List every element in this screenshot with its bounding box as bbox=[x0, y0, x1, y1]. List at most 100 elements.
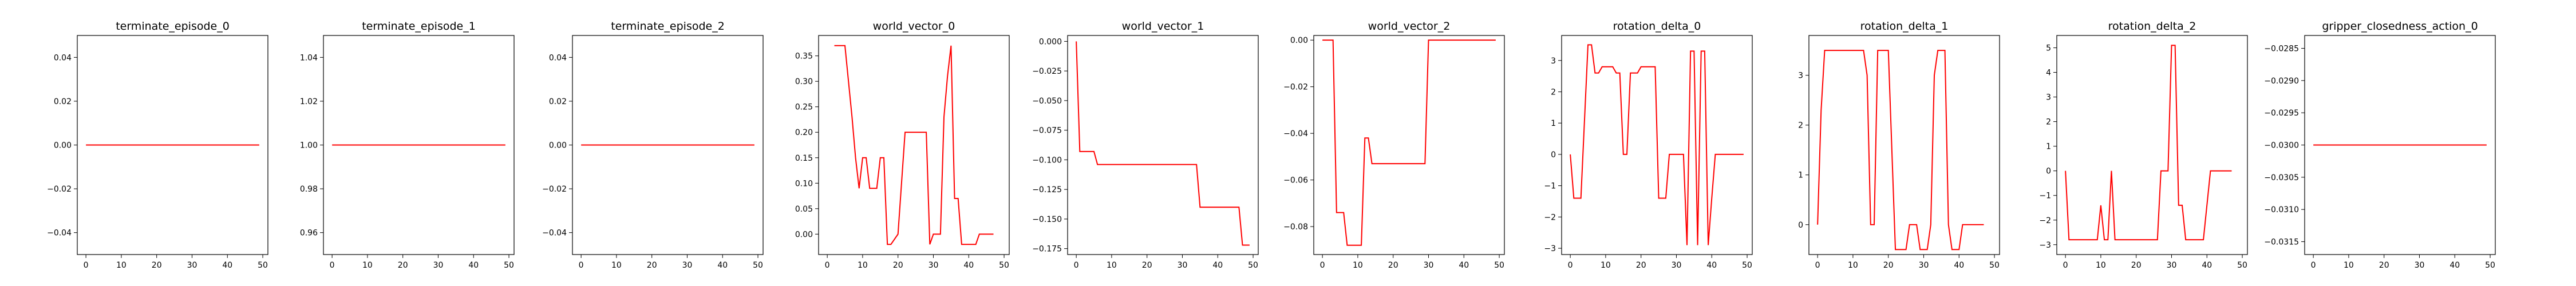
subplot-title: gripper_closedness_action_0 bbox=[2322, 20, 2478, 33]
axes-frame bbox=[1808, 35, 2000, 255]
y-tick-label: 1.04 bbox=[300, 53, 318, 62]
series-line bbox=[1817, 50, 1984, 251]
y-tick-label: 1.02 bbox=[300, 97, 318, 106]
subplot-title: rotation_delta_1 bbox=[1860, 20, 1949, 33]
series-line bbox=[1570, 44, 1744, 245]
y-tick-label: 0.00 bbox=[795, 230, 813, 239]
x-tick-label: 20 bbox=[893, 261, 903, 270]
y-tick-label: −0.0300 bbox=[2264, 141, 2299, 150]
x-tick-label: 0 bbox=[1815, 261, 1820, 270]
x-tick-label: 30 bbox=[2415, 261, 2425, 270]
subplot-title: world_vector_1 bbox=[1122, 20, 1204, 33]
x-tick-label: 20 bbox=[647, 261, 657, 270]
subplot-4: world_vector_1 0 10 20 30 40 50 −0.175 −0.150 −0.… bbox=[1032, 20, 1259, 270]
y-tick-label: −2 bbox=[2039, 216, 2051, 225]
y-tick-label: 3 bbox=[2046, 93, 2051, 102]
y-tick-label: 0.02 bbox=[549, 97, 567, 106]
x-tick-label: 0 bbox=[84, 261, 89, 270]
y-tick-label: 0.02 bbox=[54, 97, 72, 106]
subplot-title: rotation_delta_2 bbox=[2108, 20, 2196, 33]
subplot-title: world_vector_2 bbox=[1368, 20, 1451, 33]
y-tick-label: −0.02 bbox=[1283, 83, 1308, 92]
y-tick-label: 0.000 bbox=[1039, 37, 1062, 46]
x-tick-label: 0 bbox=[2311, 261, 2316, 270]
y-tick-label: 0.04 bbox=[54, 53, 72, 62]
y-tick-label: 2 bbox=[1551, 88, 1556, 97]
axes-frame bbox=[1067, 35, 1259, 255]
x-tick-label: 20 bbox=[2131, 261, 2142, 270]
x-tick-label: 10 bbox=[1848, 261, 1858, 270]
y-tick-label: 0.35 bbox=[795, 52, 813, 61]
subplot-title: terminate_episode_2 bbox=[611, 20, 725, 33]
subplot-1: terminate_episode_1 0 10 20 30 40 50 0.96 0.98 1.… bbox=[300, 20, 515, 270]
x-tick-label: 0 bbox=[1074, 261, 1079, 270]
subplot-title: rotation_delta_0 bbox=[1613, 20, 1701, 33]
x-tick-label: 10 bbox=[1107, 261, 1117, 270]
x-tick-label: 30 bbox=[1919, 261, 1929, 270]
x-tick-label: 40 bbox=[2202, 261, 2212, 270]
y-tick-label: 3 bbox=[1551, 57, 1556, 66]
y-tick-label: −0.150 bbox=[1032, 215, 1062, 224]
x-tick-label: 40 bbox=[222, 261, 232, 270]
x-tick-label: 30 bbox=[187, 261, 197, 270]
y-tick-label: 0.00 bbox=[54, 141, 72, 150]
x-tick-label: 20 bbox=[2379, 261, 2389, 270]
y-tick-label: −0.02 bbox=[47, 185, 72, 194]
y-tick-label: −0.04 bbox=[47, 229, 72, 238]
x-tick-label: 50 bbox=[258, 261, 268, 270]
y-tick-label: 1 bbox=[1551, 119, 1556, 128]
x-tick-label: 20 bbox=[1388, 261, 1398, 270]
y-tick-label: 0.30 bbox=[795, 77, 813, 86]
x-tick-label: 50 bbox=[2237, 261, 2247, 270]
y-tick-label: 1.00 bbox=[300, 141, 318, 150]
x-tick-label: 30 bbox=[929, 261, 939, 270]
y-tick-label: −0.125 bbox=[1032, 185, 1062, 194]
x-tick-label: 40 bbox=[963, 261, 974, 270]
y-tick-label: 1 bbox=[1798, 171, 1803, 180]
y-tick-label: 0.05 bbox=[795, 205, 813, 214]
x-tick-label: 40 bbox=[1212, 261, 1223, 270]
y-tick-label: −0.08 bbox=[1283, 223, 1308, 232]
subplot-title: terminate_episode_0 bbox=[116, 20, 230, 33]
x-tick-label: 10 bbox=[362, 261, 373, 270]
y-tick-label: −0.02 bbox=[542, 185, 567, 194]
y-tick-label: −2 bbox=[1544, 213, 1556, 222]
x-tick-label: 50 bbox=[1494, 261, 1504, 270]
y-tick-label: −0.0290 bbox=[2264, 77, 2299, 86]
x-tick-label: 0 bbox=[330, 261, 335, 270]
subplot-6: rotation_delta_0 0 10 20 30 40 50 −3 −2 −1 0 1 2 3 bbox=[1544, 20, 1753, 270]
y-tick-label: 2 bbox=[1798, 121, 1803, 130]
y-tick-label: 5 bbox=[2046, 44, 2051, 53]
x-tick-label: 50 bbox=[1248, 261, 1258, 270]
subplot-2: terminate_episode_2 0 10 20 30 40 50 −0.04 −0.02… bbox=[542, 20, 764, 270]
y-tick-label: 0.10 bbox=[795, 179, 813, 188]
axes-frame bbox=[818, 35, 1010, 255]
x-tick-label: 0 bbox=[579, 261, 584, 270]
y-tick-label: 0.98 bbox=[300, 185, 318, 194]
y-tick-label: 1 bbox=[2046, 142, 2051, 152]
x-tick-label: 10 bbox=[1601, 261, 1611, 270]
axes-frame bbox=[1313, 35, 1505, 255]
y-tick-label: −1 bbox=[2039, 192, 2051, 201]
axes-frame bbox=[2056, 35, 2248, 255]
x-tick-label: 30 bbox=[2167, 261, 2177, 270]
y-tick-label: −0.0285 bbox=[2264, 45, 2299, 54]
y-tick-label: 0 bbox=[2046, 167, 2051, 176]
x-tick-label: 30 bbox=[1178, 261, 1188, 270]
x-tick-label: 40 bbox=[1954, 261, 1964, 270]
x-tick-label: 0 bbox=[1320, 261, 1325, 270]
subplot-7: rotation_delta_1 0 10 20 30 40 50 0 1 2 3 bbox=[1798, 20, 2000, 270]
y-tick-label: −0.075 bbox=[1032, 126, 1062, 136]
y-tick-label: 0 bbox=[1798, 221, 1803, 230]
x-tick-label: 20 bbox=[398, 261, 408, 270]
x-tick-label: 40 bbox=[468, 261, 479, 270]
series-line bbox=[1076, 41, 1250, 246]
y-tick-label: −0.04 bbox=[1283, 129, 1308, 138]
x-tick-label: 0 bbox=[2063, 261, 2068, 270]
y-tick-label: 0.96 bbox=[300, 229, 318, 238]
y-tick-label: −0.0310 bbox=[2264, 205, 2299, 214]
series-line bbox=[1322, 39, 1496, 246]
x-tick-label: 30 bbox=[433, 261, 444, 270]
series-line bbox=[834, 45, 994, 245]
x-tick-label: 30 bbox=[682, 261, 693, 270]
